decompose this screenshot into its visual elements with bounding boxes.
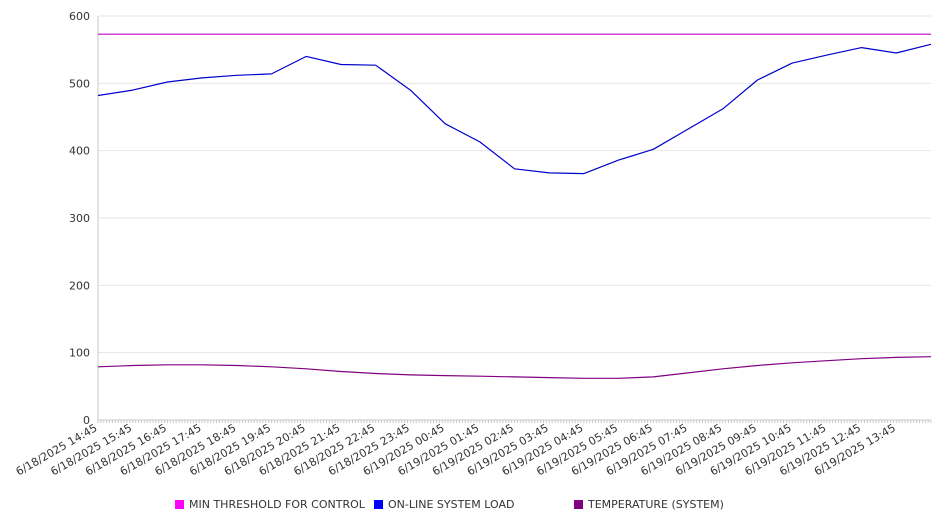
series-lines	[97, 33, 932, 379]
legend: MIN THRESHOLD FOR CONTROL ON-LINE SYSTEM…	[0, 498, 946, 514]
legend-item-system-load: ON-LINE SYSTEM LOAD	[374, 498, 514, 511]
series-line-1	[97, 43, 932, 175]
y-tick-label: 200	[69, 279, 90, 292]
gridlines	[98, 15, 931, 354]
legend-label-temperature: TEMPERATURE (SYSTEM)	[588, 498, 724, 511]
legend-swatch-temperature	[574, 500, 583, 509]
x-axis-tick-labels: 6/18/2025 14:456/18/2025 15:456/18/2025 …	[14, 421, 898, 478]
legend-swatch-min-threshold	[175, 500, 184, 509]
legend-item-temperature: TEMPERATURE (SYSTEM)	[574, 498, 724, 511]
y-tick-label: 400	[69, 145, 90, 158]
legend-swatch-system-load	[374, 500, 383, 509]
y-tick-label: 600	[69, 10, 90, 23]
legend-label-min-threshold: MIN THRESHOLD FOR CONTROL	[189, 498, 365, 511]
legend-item-min-threshold: MIN THRESHOLD FOR CONTROL	[175, 498, 365, 511]
y-tick-label: 300	[69, 212, 90, 225]
y-tick-label: 0	[83, 414, 90, 427]
y-tick-label: 500	[69, 77, 90, 90]
axes	[97, 16, 932, 423]
y-tick-label: 100	[69, 347, 90, 360]
y-axis-tick-labels: 0 100 200 300 400 500 600	[69, 10, 90, 427]
series-line-2	[97, 356, 932, 379]
legend-label-system-load: ON-LINE SYSTEM LOAD	[388, 498, 515, 511]
